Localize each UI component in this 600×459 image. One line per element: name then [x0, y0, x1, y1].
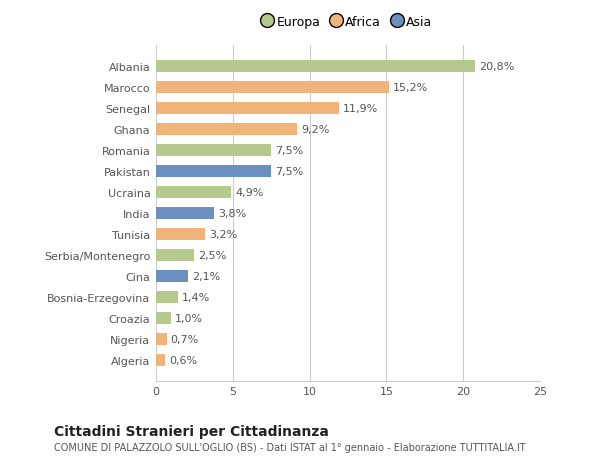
- Text: Cittadini Stranieri per Cittadinanza: Cittadini Stranieri per Cittadinanza: [54, 425, 329, 438]
- Bar: [156, 354, 165, 366]
- Bar: [156, 250, 194, 261]
- Text: COMUNE DI PALAZZOLO SULL'OGLIO (BS) - Dati ISTAT al 1° gennaio - Elaborazione TU: COMUNE DI PALAZZOLO SULL'OGLIO (BS) - Da…: [54, 442, 526, 452]
- Text: 0,7%: 0,7%: [170, 334, 199, 344]
- Bar: [156, 82, 389, 94]
- Legend: Europa, Africa, Asia: Europa, Africa, Asia: [260, 12, 436, 33]
- Bar: [156, 145, 271, 157]
- Text: 11,9%: 11,9%: [343, 104, 378, 114]
- Bar: [156, 103, 339, 114]
- Text: 1,0%: 1,0%: [175, 313, 203, 323]
- Bar: [156, 187, 231, 198]
- Text: 3,8%: 3,8%: [218, 208, 247, 218]
- Bar: [156, 124, 298, 135]
- Bar: [156, 291, 178, 303]
- Text: 7,5%: 7,5%: [275, 146, 303, 156]
- Bar: [156, 207, 214, 219]
- Bar: [156, 166, 271, 177]
- Text: 2,1%: 2,1%: [192, 271, 220, 281]
- Bar: [156, 270, 188, 282]
- Bar: [156, 229, 205, 240]
- Text: 7,5%: 7,5%: [275, 167, 303, 177]
- Text: 4,9%: 4,9%: [235, 188, 263, 197]
- Text: 1,4%: 1,4%: [181, 292, 209, 302]
- Text: 0,6%: 0,6%: [169, 355, 197, 365]
- Text: 2,5%: 2,5%: [198, 250, 226, 260]
- Text: 9,2%: 9,2%: [301, 125, 329, 134]
- Text: 20,8%: 20,8%: [479, 62, 515, 72]
- Bar: [156, 313, 172, 324]
- Text: 15,2%: 15,2%: [394, 83, 428, 93]
- Text: 3,2%: 3,2%: [209, 230, 237, 239]
- Bar: [156, 333, 167, 345]
- Bar: [156, 61, 475, 73]
